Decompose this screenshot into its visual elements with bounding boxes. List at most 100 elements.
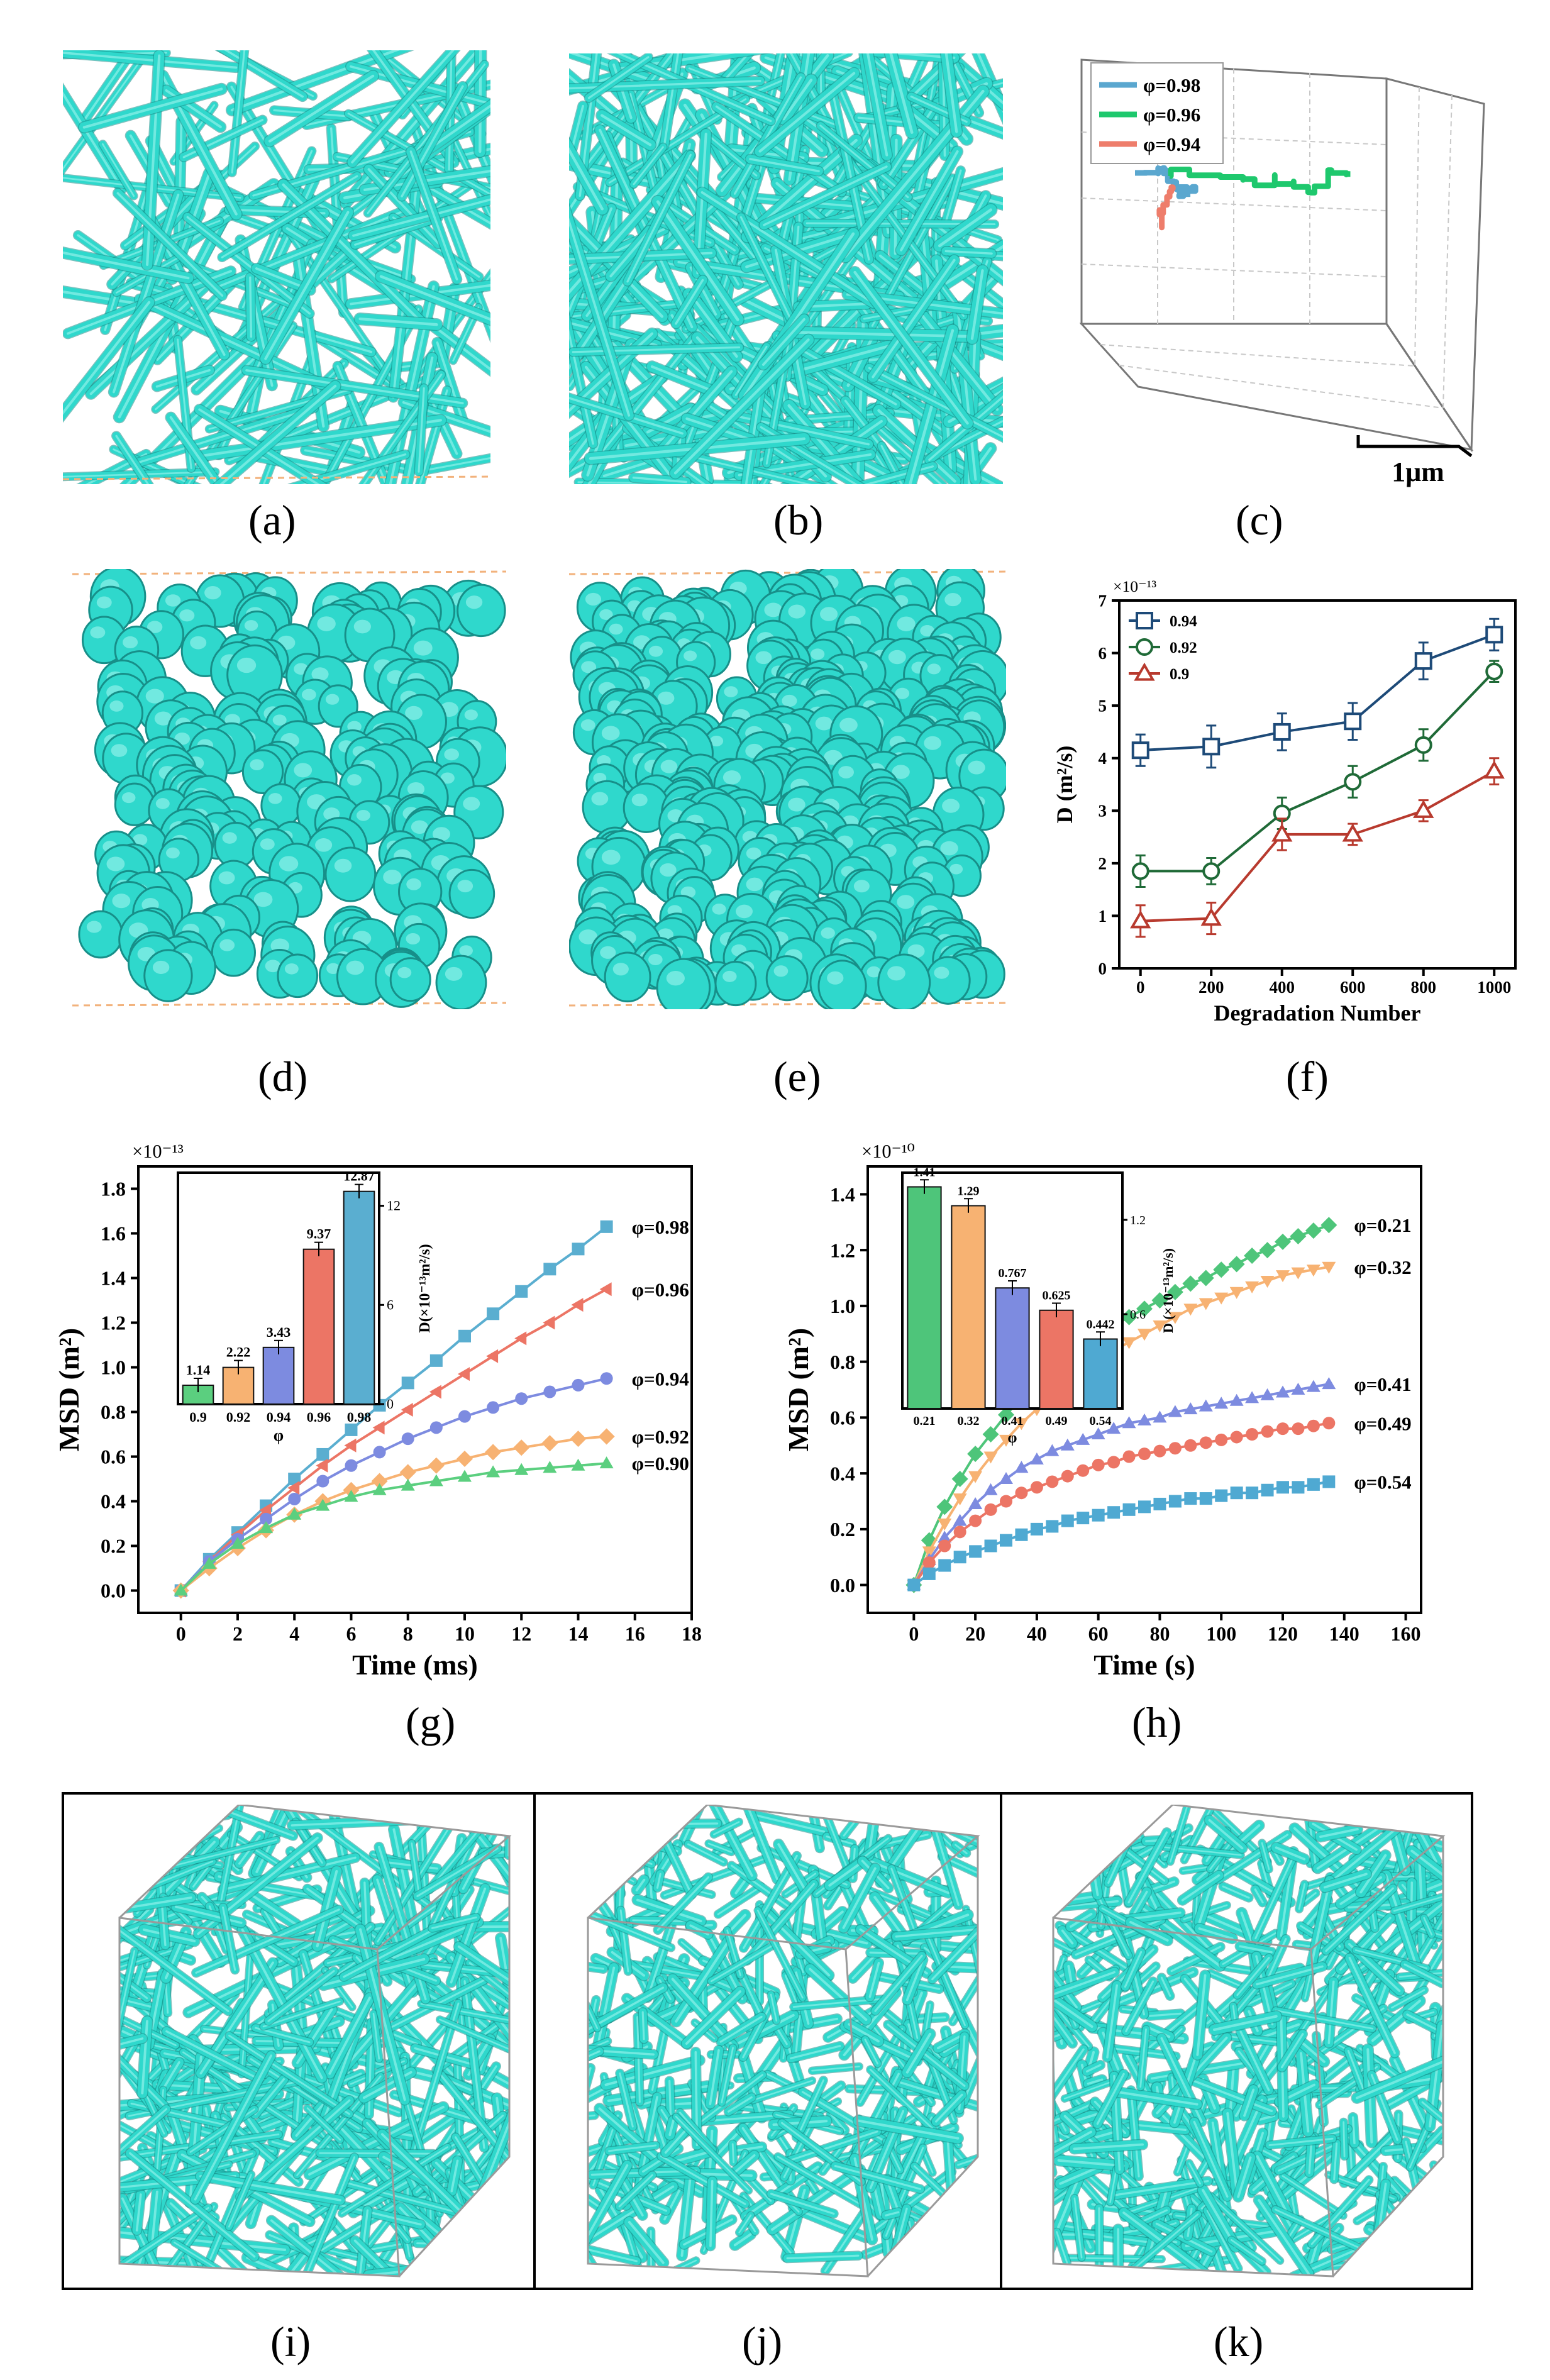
data-point: [938, 1559, 951, 1572]
fiber-highlight: [650, 365, 716, 393]
y-axis-title: MSD (m²): [53, 1328, 85, 1451]
fiber-highlight: [129, 2152, 256, 2258]
fiber-shadow: [119, 1805, 131, 1876]
particle-highlight: [897, 895, 915, 909]
data-point: [1292, 1422, 1305, 1436]
data-point: [599, 1456, 614, 1469]
fiber-highlight: [162, 2061, 180, 2090]
particle-highlight: [317, 616, 336, 631]
fiber-highlight: [874, 1974, 941, 1990]
cube-side-edges: [398, 1836, 511, 2278]
data-point: [401, 1478, 415, 1491]
y-tick-label: 0.6: [101, 1446, 126, 1468]
particle-highlight: [709, 735, 724, 747]
data-point: [907, 1578, 921, 1591]
inset-x-tick-label: 0.21: [914, 1414, 936, 1428]
fiber-highlight: [819, 125, 877, 172]
fiber-highlight: [938, 208, 992, 248]
fiber-highlight: [379, 275, 490, 321]
particle-highlight: [347, 721, 362, 733]
fiber-shadow: [123, 1805, 138, 1854]
fiber-highlight: [119, 1880, 123, 2040]
fiber-highlight: [63, 251, 190, 280]
data-point: [1168, 1442, 1182, 1455]
fiber-highlight: [733, 2233, 752, 2247]
particle-highlight: [133, 834, 148, 846]
data-point: [1306, 1380, 1320, 1392]
x-tick-label: 200: [1198, 978, 1224, 997]
data-point: [1246, 1486, 1259, 1500]
particle-highlight: [244, 620, 258, 631]
fiber-highlight: [889, 53, 914, 134]
particle-highlight: [968, 760, 985, 775]
data-point: [968, 1497, 983, 1509]
fiber-highlight: [829, 2113, 846, 2132]
data-point: [1107, 1506, 1121, 1519]
series-0.9: [1130, 757, 1505, 938]
cube-panel-frame: [62, 1792, 1473, 2290]
particle-highlight: [927, 663, 941, 675]
data-point: [967, 1446, 984, 1463]
series-φ=0.92: [172, 1428, 615, 1599]
particle-highlight: [839, 717, 858, 733]
inset-y-axis-title: D(×10⁻¹³m²/s): [417, 1244, 433, 1332]
fiber-highlight: [719, 2015, 763, 2043]
particle-highlight: [407, 782, 425, 796]
fiber-highlight: [367, 168, 440, 245]
inset-y-axis-title: D (×10⁻¹³m²/s): [1160, 1248, 1176, 1333]
data-point: [1138, 1329, 1151, 1341]
fiber-highlight: [352, 198, 490, 237]
grid-line: [1442, 94, 1453, 409]
fiber-highlight: [222, 1906, 236, 1971]
particle: [389, 957, 431, 1002]
fiber-highlight: [672, 451, 812, 484]
data-point: [598, 1428, 615, 1445]
fiber-highlight: [119, 1846, 139, 1878]
data-point: [345, 1459, 358, 1472]
data-point: [230, 1536, 245, 1549]
particle-highlight: [272, 714, 287, 726]
x-axis-title: Time (ms): [352, 1649, 478, 1681]
data-point: [288, 1492, 301, 1505]
box-edge-dashed: [569, 570, 1006, 575]
inset-x-tick-label: 0.49: [1046, 1414, 1068, 1428]
series-label: φ=0.21: [1354, 1214, 1411, 1236]
fiber-highlight: [119, 1984, 158, 2010]
fiber-highlight: [909, 2214, 978, 2252]
chart-g-msd-vs-time: 0 2 4 6 8 10 12 14 16 180.00.20.40.60.81.01.21.41…: [53, 1141, 702, 1681]
inset-x-tick-label: 0.96: [307, 1409, 331, 1425]
x-tick-label: 12: [511, 1622, 531, 1645]
data-point: [1276, 1385, 1290, 1398]
particle-highlight: [96, 596, 112, 609]
y-tick-label: 0: [1099, 959, 1107, 978]
fiber-network-image-b: [569, 53, 1003, 484]
fiber-highlight: [264, 211, 350, 360]
y-tick-label: 0.8: [101, 1401, 126, 1424]
data-point: [1259, 1242, 1276, 1259]
particle-highlight: [406, 878, 421, 890]
series-line: [180, 1226, 607, 1591]
particle-highlight: [944, 592, 961, 607]
fiber-highlight: [63, 52, 238, 69]
particle-highlight: [866, 966, 881, 978]
particle-highlight: [724, 686, 738, 697]
fiber-highlight: [790, 2045, 841, 2059]
particle-highlight: [736, 904, 753, 919]
fiber-highlight: [885, 2211, 900, 2217]
series-label: φ=0.54: [1354, 1471, 1411, 1493]
series-line: [180, 1435, 607, 1592]
particle-highlight: [315, 838, 333, 852]
particle-highlight: [892, 765, 910, 779]
fiber: [119, 1805, 131, 1875]
particle-highlight: [279, 856, 299, 872]
fiber-shadow: [589, 1815, 676, 1828]
data-point: [936, 1498, 953, 1515]
fiber-highlight: [660, 2155, 746, 2205]
plot-frame: [137, 1165, 693, 1614]
particle-highlight: [827, 971, 844, 985]
data-point: [1483, 760, 1505, 779]
x-tick-label: 120: [1268, 1622, 1298, 1645]
fiber-highlight: [401, 85, 464, 197]
particle: [925, 956, 971, 1005]
